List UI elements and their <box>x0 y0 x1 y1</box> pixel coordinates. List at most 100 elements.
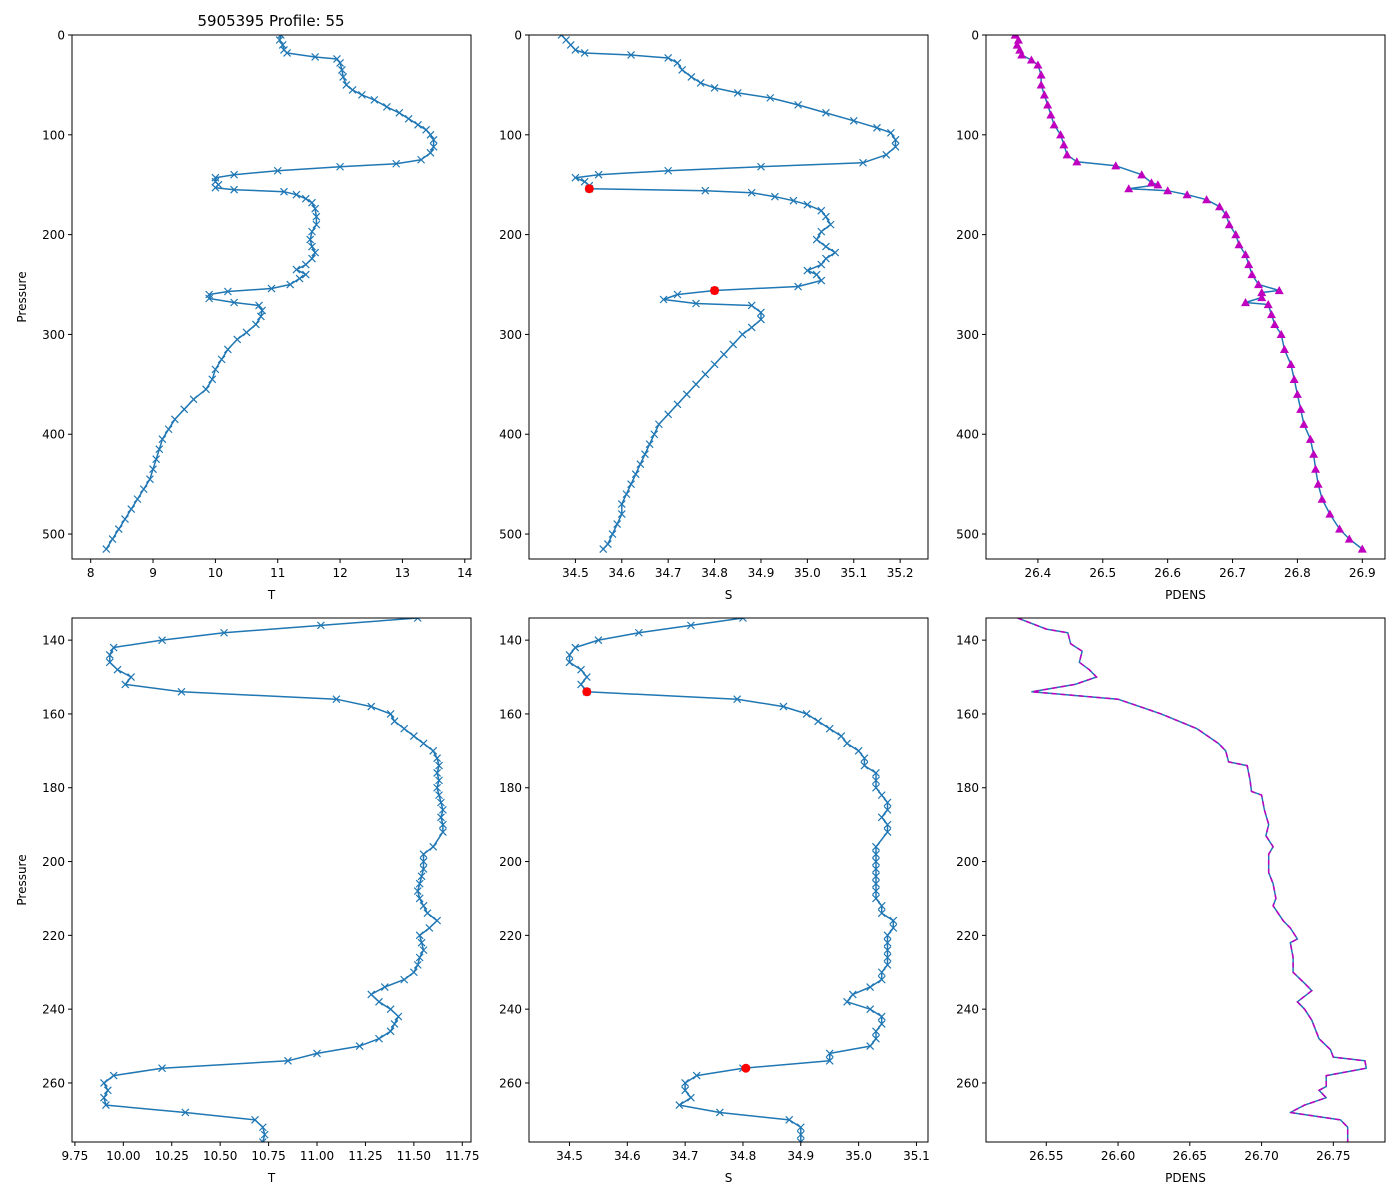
data-point <box>415 931 424 940</box>
data-point <box>710 83 719 92</box>
x-tick-label: 34.7 <box>672 1149 699 1163</box>
data-point <box>435 776 443 785</box>
data-point <box>1059 140 1069 149</box>
x-tick-label: 35.0 <box>845 1149 872 1163</box>
data-point <box>1137 170 1147 179</box>
data-point <box>276 35 285 39</box>
data-point <box>664 410 673 419</box>
data-point <box>133 495 142 504</box>
data-point <box>316 621 325 630</box>
data-point <box>1257 288 1267 297</box>
data-point <box>627 480 635 489</box>
data-point <box>1056 130 1066 139</box>
x-tick-label: 26.65 <box>1173 1149 1207 1163</box>
plot-area <box>529 35 928 559</box>
data-point <box>1062 150 1072 159</box>
data-point <box>1357 544 1367 553</box>
x-tick-label: 10.25 <box>155 1149 189 1163</box>
y-tick-label: 240 <box>499 1003 522 1017</box>
data-point <box>255 301 263 310</box>
flagged-point <box>584 184 594 194</box>
data-point <box>802 710 811 718</box>
data-point <box>872 857 880 866</box>
data-point <box>1231 230 1241 239</box>
data-point <box>395 108 404 117</box>
x-tick-label: 35.0 <box>794 566 821 580</box>
data-point <box>1215 202 1225 211</box>
data-point <box>1163 186 1173 195</box>
y-tick-label: 0 <box>57 29 65 43</box>
data-point <box>883 938 892 947</box>
x-tick-label: 26.55 <box>1029 1149 1063 1163</box>
y-tick-label: 400 <box>42 428 65 442</box>
data-point <box>877 1012 886 1021</box>
data-point <box>825 724 834 733</box>
data-point <box>357 90 366 99</box>
x-tick-label: 13 <box>395 566 410 580</box>
plot-area <box>72 35 471 559</box>
data-point <box>617 500 626 509</box>
data-point <box>860 761 869 770</box>
y-tick-label: 0 <box>971 29 979 43</box>
y-tick-label: 200 <box>499 228 522 242</box>
y-tick-label: 300 <box>42 328 65 342</box>
x-tick-label: 10 <box>208 566 223 580</box>
series-group <box>102 35 438 553</box>
data-point <box>409 732 418 741</box>
data-point <box>729 340 738 349</box>
data-point <box>1039 90 1049 99</box>
data-point <box>1313 479 1323 488</box>
data-point <box>1317 494 1327 503</box>
data-point <box>386 1027 395 1036</box>
data-point <box>822 254 830 263</box>
data-point <box>664 166 673 175</box>
data-point <box>429 142 438 151</box>
data-point <box>872 894 880 903</box>
data-point <box>701 370 710 379</box>
data-point <box>580 49 589 57</box>
data-point <box>426 148 435 157</box>
data-point <box>367 990 376 999</box>
data-point <box>681 1079 690 1087</box>
y-tick-label: 160 <box>499 707 522 721</box>
x-tick-label: 34.6 <box>608 566 635 580</box>
data-point <box>889 916 898 925</box>
data-point <box>267 284 276 293</box>
data-point <box>877 909 886 918</box>
x-tick-label: 10.50 <box>203 1149 237 1163</box>
data-point <box>1286 359 1296 368</box>
data-point <box>258 1123 267 1132</box>
data-point <box>275 36 284 44</box>
data-point <box>1013 35 1023 44</box>
data-point <box>230 185 239 194</box>
data-point <box>877 968 886 977</box>
data-point <box>1299 419 1309 428</box>
data-point <box>872 776 880 785</box>
data-point <box>242 328 251 337</box>
x-tick-label: 34.9 <box>748 566 775 580</box>
data-point <box>877 813 886 822</box>
data-point <box>872 769 880 777</box>
data-point <box>1182 190 1192 199</box>
x-axis-label: T <box>267 588 276 602</box>
data-point <box>796 1123 805 1132</box>
data-point <box>348 85 357 94</box>
panel-top-density: 26.4 26.5 26.6 26.7 26.8 26.9 0 100 200 300 400 500… <box>956 29 1386 602</box>
data-point <box>308 242 316 251</box>
data-point <box>292 265 301 274</box>
plot-area <box>986 618 1385 1142</box>
data-point <box>891 142 900 151</box>
data-point <box>419 857 428 866</box>
data-point <box>673 400 682 409</box>
data-point <box>1257 292 1267 302</box>
data-point <box>433 783 442 792</box>
data-point <box>822 212 830 221</box>
data-point <box>180 405 189 414</box>
data-point <box>817 260 826 269</box>
series-group <box>565 618 898 1142</box>
data-point <box>101 1101 110 1110</box>
data-point <box>866 983 875 991</box>
x-tick-label: 26.4 <box>1025 566 1052 580</box>
data-point <box>636 460 645 469</box>
data-point <box>109 1071 118 1080</box>
